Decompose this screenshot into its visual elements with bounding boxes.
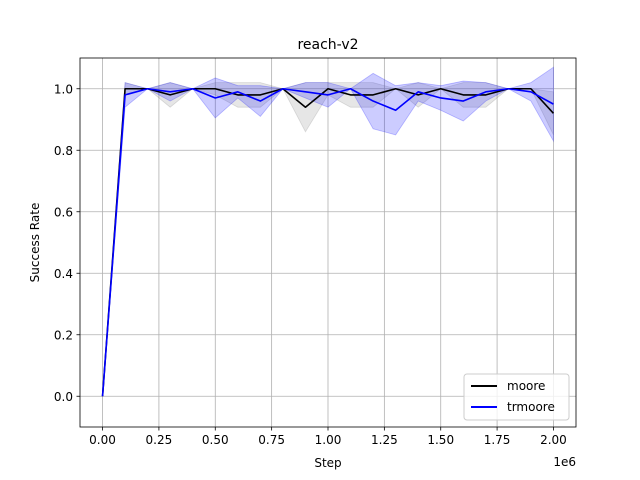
- y-axis-ticks: 0.0 0.2 0.4 0.6 0.8 1.0: [54, 82, 80, 404]
- x-tick-label: 0.75: [258, 433, 285, 447]
- y-axis-label: Success Rate: [28, 203, 42, 283]
- y-tick-label: 0.6: [54, 205, 73, 219]
- plot-area: 0.00 0.25 0.50 0.75 1.00 1.25 1.50 1.75 2.00 0.0…: [54, 57, 577, 447]
- x-tick-label: 0.00: [89, 433, 116, 447]
- band-moore: [102, 82, 554, 397]
- x-tick-label: 0.50: [202, 433, 229, 447]
- legend: moore trmoore: [463, 373, 570, 421]
- chart-title: reach-v2: [297, 37, 358, 53]
- legend-label-moore: moore: [507, 379, 545, 393]
- series-lines: [101, 87, 555, 397]
- legend-label-trmoore: trmoore: [507, 400, 555, 414]
- x-tick-label: 1.25: [371, 433, 398, 447]
- x-axis-offset-label: 1e6: [553, 455, 576, 469]
- x-tick-label: 0.25: [146, 433, 173, 447]
- y-tick-label: 1.0: [54, 82, 73, 96]
- x-tick-label: 1.00: [315, 433, 342, 447]
- x-tick-label: 1.50: [427, 433, 454, 447]
- series-line-trmoore: [101, 87, 554, 397]
- y-tick-label: 0.8: [54, 144, 73, 158]
- y-tick-label: 0.0: [54, 390, 73, 404]
- x-tick-label: 2.00: [540, 433, 567, 447]
- x-axis-ticks: 0.00 0.25 0.50 0.75 1.00 1.25 1.50 1.75 2.00: [89, 427, 567, 447]
- x-axis-label: Step: [314, 456, 341, 470]
- y-tick-label: 0.4: [54, 267, 73, 281]
- y-tick-label: 0.2: [54, 328, 73, 342]
- x-tick-label: 1.75: [484, 433, 511, 447]
